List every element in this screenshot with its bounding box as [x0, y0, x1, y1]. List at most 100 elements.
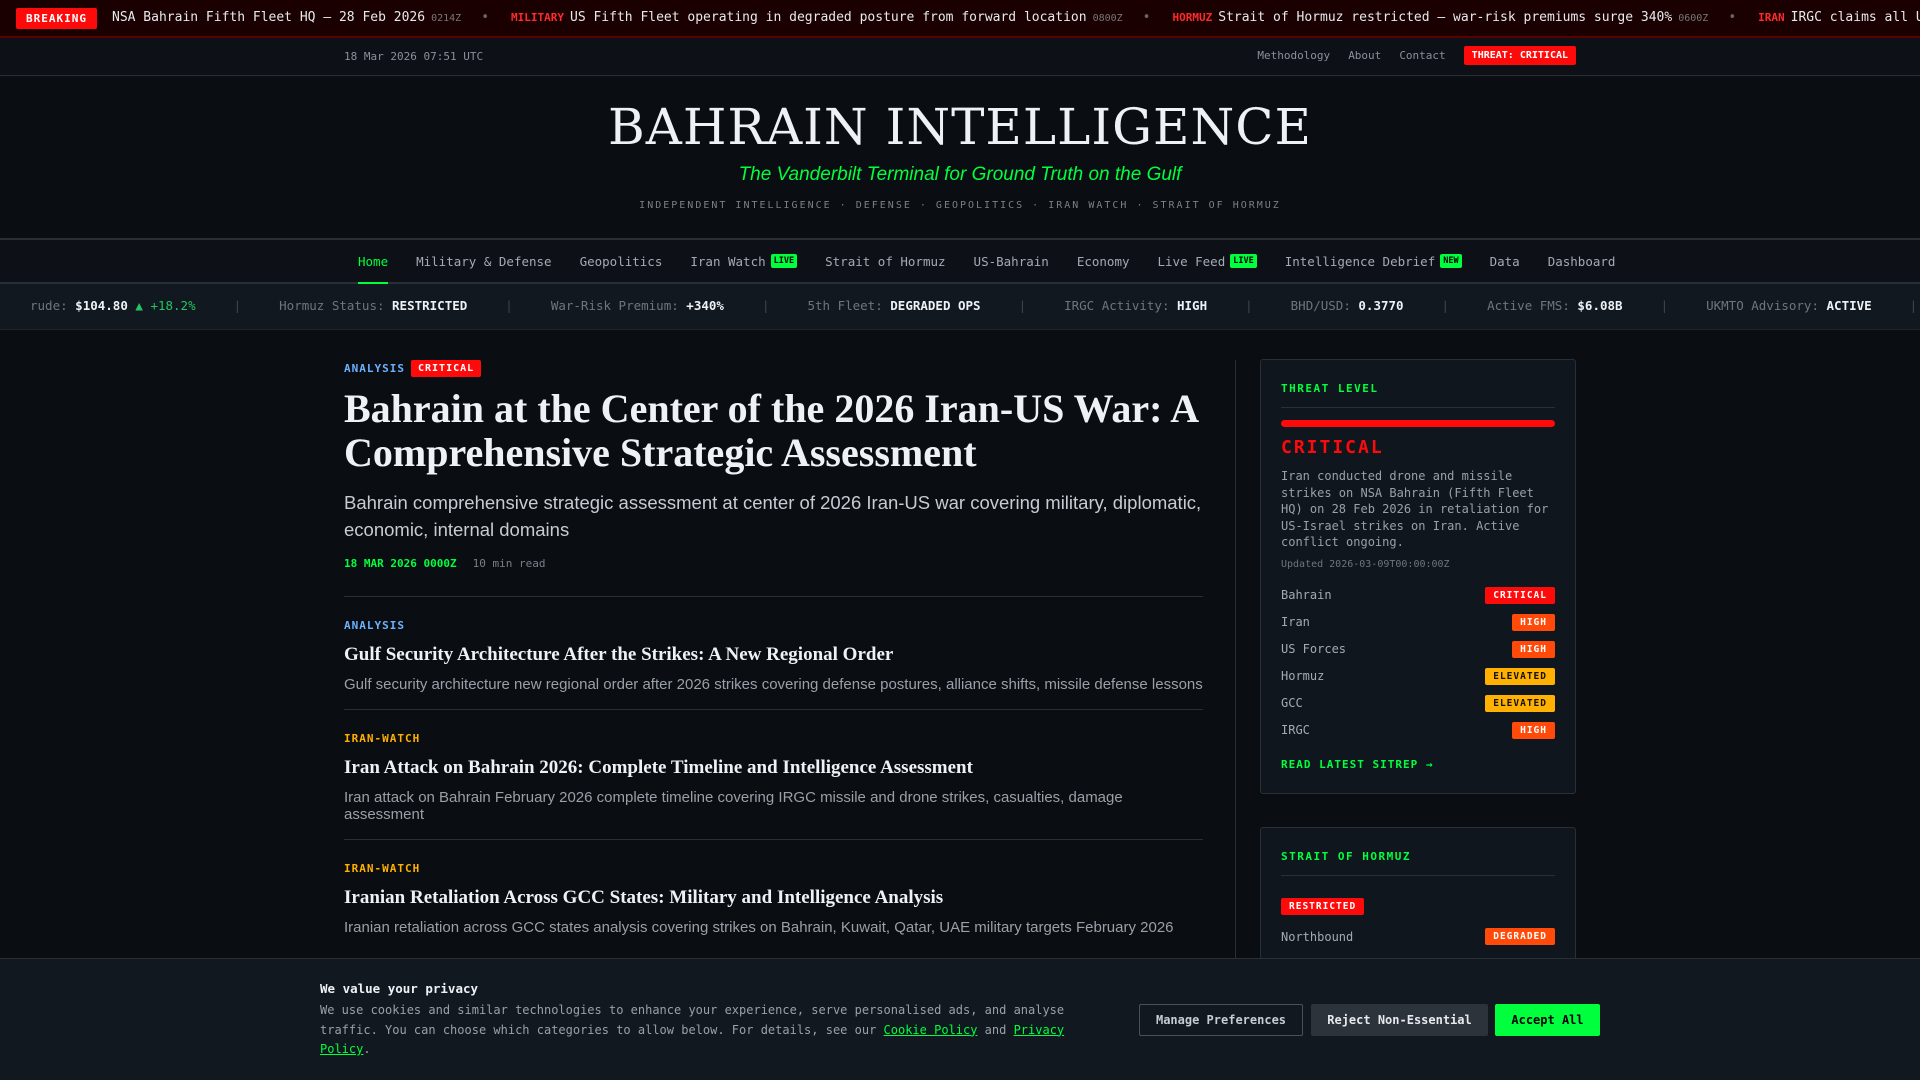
nav-label: Economy [1076, 253, 1130, 269]
divider [344, 709, 1203, 710]
market-separator: | [761, 298, 770, 313]
nav-intelligence-debrief[interactable]: Intelligence Debrief NEW [1285, 239, 1462, 283]
tagline: The Vanderbilt Terminal for Ground Truth… [738, 164, 1182, 185]
row-label: GCC [1281, 696, 1303, 710]
threat-status-badge: CRITICAL [1485, 586, 1555, 604]
threat-status-badge: ELEVATED [1485, 667, 1555, 685]
masthead: BAHRAIN INTELLIGENCE The Vanderbilt Term… [0, 76, 1920, 240]
nav-label: Data [1489, 253, 1520, 269]
article-list: ANALYSIS Gulf Security Architecture After… [344, 619, 1203, 936]
nav-dashboard[interactable]: Dashboard [1548, 239, 1616, 283]
market-ticker: rude: $104.80 ▲ +18.2% | Hormuz Status: RE… [0, 284, 1920, 330]
nav-badge: LIVE [770, 254, 798, 268]
article-title[interactable]: Iran Attack on Bahrain 2026: Complete Ti… [344, 757, 973, 778]
market-value: RESTRICTED [392, 298, 468, 313]
link-about[interactable]: About [1348, 49, 1382, 62]
threat-row: GCC ELEVATED [1281, 690, 1555, 717]
breaking-ticker: BREAKING NSA Bahrain Fifth Fleet HQ — 28… [0, 0, 1920, 38]
nav-home[interactable]: Home [358, 239, 389, 285]
nav-label: US-Bahrain [973, 253, 1049, 269]
lead-read-time: 10 min read [472, 557, 546, 570]
divider [344, 839, 1203, 840]
lead-title[interactable]: Bahrain at the Center of the 2026 Iran-U… [344, 386, 1197, 475]
market-label: rude: [30, 298, 68, 313]
nav-label: Military & Defense [416, 253, 552, 269]
article-title[interactable]: Iranian Retaliation Across GCC States: M… [344, 887, 944, 908]
hormuz-panel: STRAIT OF HORMUZ RESTRICTED Northbound D… [1260, 827, 1576, 967]
nav-economy[interactable]: Economy [1077, 239, 1130, 283]
market-item: rude: $104.80 ▲ +18.2% [0, 298, 234, 313]
link-contact[interactable]: Contact [1399, 49, 1446, 62]
market-item: Active FMS: $6.08B [1449, 298, 1660, 313]
accept-all-button[interactable]: Accept All [1495, 1004, 1600, 1036]
article-summary: Iranian retaliation across GCC states an… [344, 919, 1174, 936]
link-methodology[interactable]: Methodology [1257, 49, 1331, 62]
market-value: HIGH [1177, 298, 1208, 313]
threat-status-badge: HIGH [1512, 613, 1555, 631]
nav-label: Iran Watch [690, 253, 766, 269]
nav-label: Strait of Hormuz [825, 253, 946, 269]
article-item: ANALYSIS Gulf Security Architecture After… [344, 619, 1203, 710]
top-bar: 18 Mar 2026 07:51 UTC Methodology About … [0, 38, 1920, 76]
article-summary: Gulf security architecture new regional … [344, 676, 1203, 693]
site-title[interactable]: BAHRAIN INTELLIGENCE [607, 98, 1313, 156]
read-sitrep-link[interactable]: READ LATEST SITREP → [1281, 757, 1434, 771]
threat-row: Bahrain CRITICAL [1281, 582, 1555, 609]
market-value: DEGRADED OPS [890, 298, 981, 313]
market-item: BHD/USD: 0.3770 [1253, 298, 1442, 313]
market-item: Hormuz Status: RESTRICTED [241, 298, 505, 313]
row-badge: DEGRADED [1485, 928, 1555, 945]
market-change: ▲ +18.2% [135, 298, 196, 313]
market-label: Active FMS: [1487, 298, 1570, 313]
market-label: 5th Fleet: [807, 298, 883, 313]
threat-badge: THREAT: CRITICAL [1463, 46, 1576, 65]
nav-label: Intelligence Debrief [1284, 253, 1436, 269]
breaking-text: IRGC claims all US military targets acro… [1790, 10, 1920, 25]
nav-iran-watch[interactable]: Iran Watch LIVE [690, 239, 798, 283]
breaking-item[interactable]: HORMUZ Strait of Hormuz restricted — war-… [1173, 10, 1709, 25]
breaking-item[interactable]: MILITARY US Fifth Fleet operating in degr… [511, 10, 1123, 25]
cookie-policy-link[interactable]: Cookie Policy [883, 1022, 978, 1037]
breaking-track: NSA Bahrain Fifth Fleet HQ — 28 Feb 2026… [112, 10, 1920, 25]
market-separator: | [1660, 298, 1669, 313]
nav-military-defense[interactable]: Military & Defense [416, 239, 551, 283]
reject-non-essential-button[interactable]: Reject Non-Essential [1311, 1004, 1488, 1036]
nav-data[interactable]: Data [1490, 239, 1520, 283]
nav-strait-of-hormuz[interactable]: Strait of Hormuz [825, 239, 945, 283]
separator-dot: • [1728, 10, 1737, 25]
panel-heading: STRAIT OF HORMUZ [1281, 828, 1555, 876]
nav-label: Dashboard [1547, 253, 1616, 269]
lead-category[interactable]: ANALYSIS [344, 362, 405, 375]
row-label: US Forces [1281, 642, 1347, 656]
threat-status-badge: HIGH [1512, 721, 1555, 739]
market-item: IRGC Activity: HIGH [1026, 298, 1245, 313]
manage-preferences-button[interactable]: Manage Preferences [1139, 1004, 1303, 1036]
article-item: IRAN-WATCH Iranian Retaliation Across GCC… [344, 862, 1203, 936]
privacy-policy-link[interactable]: Privacy Policy [320, 1022, 1065, 1057]
nav-label: Geopolitics [579, 253, 663, 269]
breaking-time: 0600Z [1678, 13, 1709, 24]
breaking-time: 0214Z [431, 13, 462, 24]
market-item: War-Risk Premium: +340% [513, 298, 762, 313]
breaking-item[interactable]: IRAN IRGC claims all US military targets … [1758, 10, 1920, 25]
breaking-badge: BREAKING [16, 8, 97, 29]
market-item: 5th Fleet: DEGRADED OPS [769, 298, 1018, 313]
breaking-time: 0800Z [1092, 13, 1123, 24]
breaking-item[interactable]: NSA Bahrain Fifth Fleet HQ — 28 Feb 2026… [112, 10, 461, 25]
article-category[interactable]: IRAN-WATCH [344, 732, 421, 745]
threat-row: Hormuz ELEVATED [1281, 663, 1555, 690]
threat-description: Iran conducted drone and missile strikes… [1281, 469, 1549, 549]
article-title[interactable]: Gulf Security Architecture After the Str… [344, 644, 894, 665]
cookie-text-and: and [977, 1022, 1014, 1037]
nav-geopolitics[interactable]: Geopolitics [580, 239, 663, 283]
nav-us-bahrain[interactable]: US-Bahrain [974, 239, 1049, 283]
market-value: ACTIVE [1826, 298, 1872, 313]
article-category[interactable]: IRAN-WATCH [344, 862, 421, 875]
nav-badge: NEW [1440, 254, 1462, 268]
market-separator: | [1441, 298, 1450, 313]
lead-dek: Bahrain comprehensive strategic assessme… [344, 492, 1202, 540]
article-category[interactable]: ANALYSIS [344, 619, 405, 632]
nav-live-feed[interactable]: Live Feed LIVE [1158, 239, 1257, 283]
threat-updated: Updated 2026-03-09T00:00:00Z [1281, 558, 1450, 570]
market-separator: | [1245, 298, 1253, 313]
